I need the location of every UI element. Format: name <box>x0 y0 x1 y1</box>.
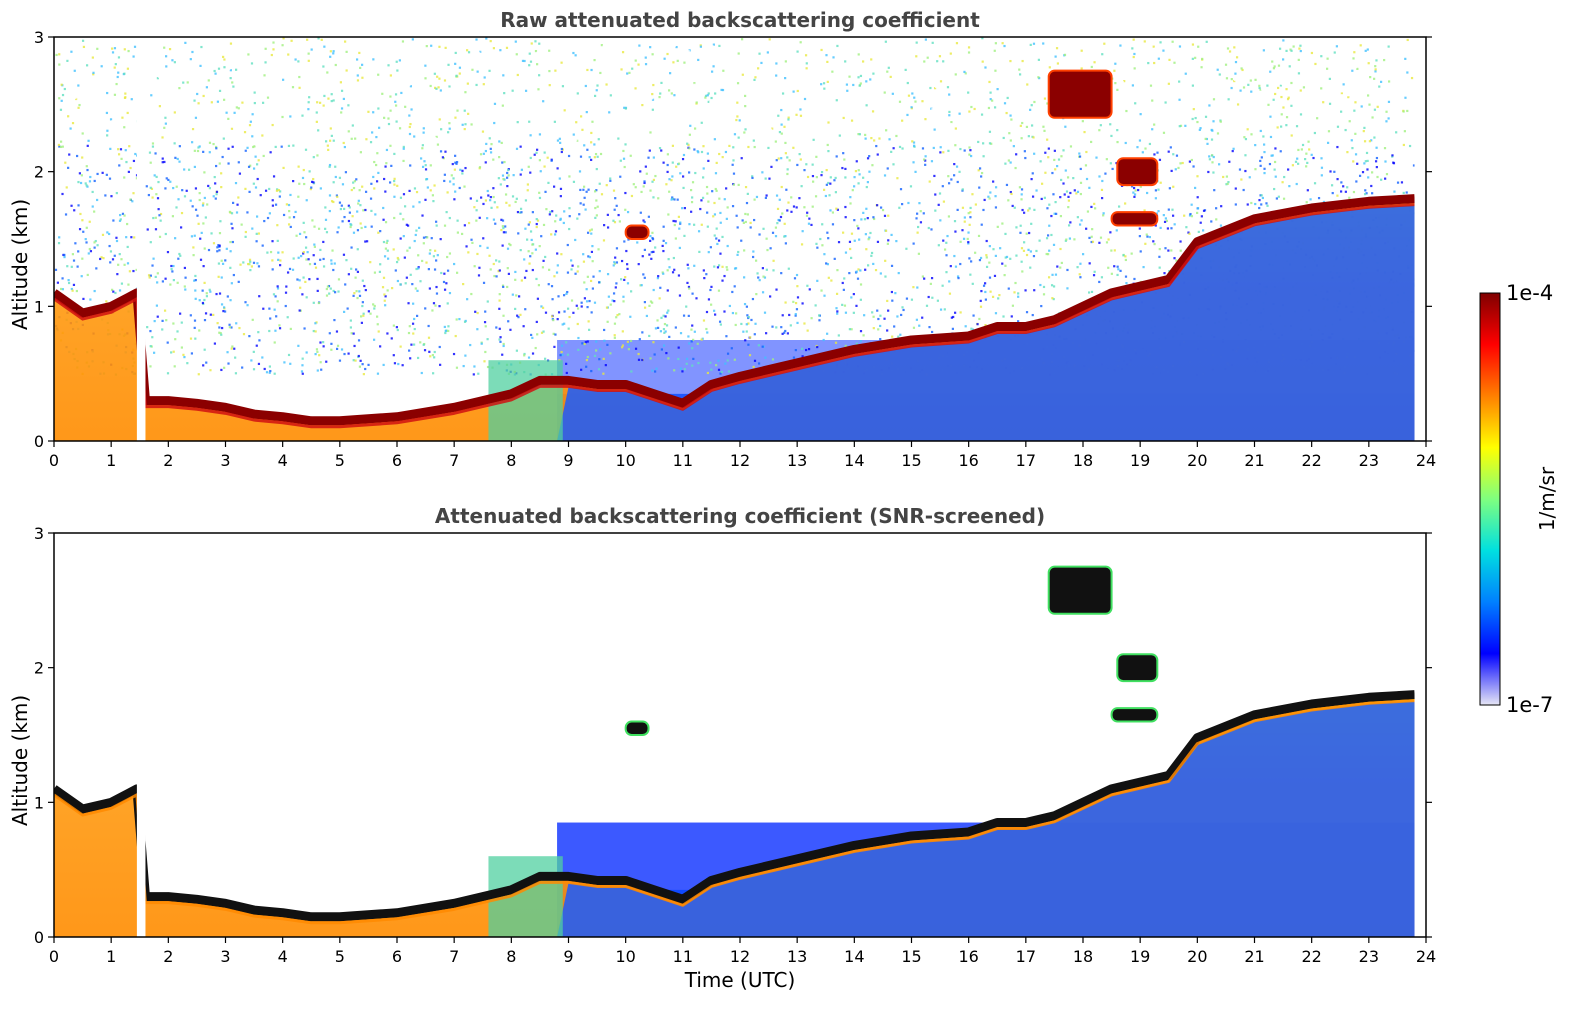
bottom-x-tick-label: 3 <box>220 947 230 966</box>
bottom-x-tick-label: 0 <box>49 947 59 966</box>
top-x-tick-label: 16 <box>958 451 978 470</box>
bottom-x-tick-label: 12 <box>730 947 750 966</box>
top-x-tick-label: 3 <box>220 451 230 470</box>
top-daytime-mixing-layer <box>557 205 1415 441</box>
bottom-x-tick-label: 9 <box>563 947 573 966</box>
top-x-tick-label: 15 <box>901 451 921 470</box>
bottom-x-tick-label: 5 <box>335 947 345 966</box>
top-x-tick-label: 10 <box>615 451 635 470</box>
colorbar-max-label: 1e-4 <box>1506 281 1554 305</box>
bottom-x-tick-label: 4 <box>278 947 288 966</box>
top-no-data-region <box>1414 37 1426 441</box>
top-x-tick-label: 5 <box>335 451 345 470</box>
bottom-panel-title: Attenuated backscattering coefficient (S… <box>434 504 1046 528</box>
top-data-gap <box>136 37 146 441</box>
colorbar-units-label: 1/m/sr <box>1535 466 1559 532</box>
top-x-tick-label: 20 <box>1187 451 1207 470</box>
top-y-tick-label: 0 <box>34 432 44 451</box>
top-x-tick-label: 2 <box>163 451 173 470</box>
bottom-x-tick-label: 11 <box>673 947 693 966</box>
x-axis-label: Time (UTC) <box>684 968 796 992</box>
top-y-tick-label: 3 <box>34 28 44 47</box>
bottom-cloud-feature <box>1110 707 1159 723</box>
bottom-x-tick-label: 19 <box>1130 947 1150 966</box>
top-x-tick-label: 21 <box>1244 451 1264 470</box>
bottom-x-tick-label: 7 <box>449 947 459 966</box>
bottom-x-tick-label: 21 <box>1244 947 1264 966</box>
top-x-tick-label: 19 <box>1130 451 1150 470</box>
top-y-tick-label: 2 <box>34 163 44 182</box>
bottom-x-tick-label: 18 <box>1073 947 1093 966</box>
colorbar-min-label: 1e-7 <box>1506 693 1554 717</box>
bottom-y-tick-label: 1 <box>34 793 44 812</box>
top-x-tick-label: 12 <box>730 451 750 470</box>
bottom-x-tick-label: 2 <box>163 947 173 966</box>
top-panel-title: Raw attenuated backscattering coefficien… <box>500 8 980 32</box>
top-boundary-layer-top <box>54 194 1415 426</box>
bottom-y-tick-label: 0 <box>34 928 44 947</box>
bottom-no-data-region <box>1414 533 1426 937</box>
top-x-tick-label: 9 <box>563 451 573 470</box>
top-x-tick-label: 7 <box>449 451 459 470</box>
bottom-x-tick-label: 16 <box>958 947 978 966</box>
bottom-x-tick-label: 1 <box>106 947 116 966</box>
bottom-x-tick-label: 8 <box>506 947 516 966</box>
bottom-x-tick-label: 14 <box>844 947 864 966</box>
colorbar-gradient <box>1479 292 1501 706</box>
bottom-x-tick-label: 24 <box>1416 947 1436 966</box>
bottom-x-tick-label: 22 <box>1301 947 1321 966</box>
bottom-cloud-feature <box>1116 653 1159 683</box>
top-x-tick-label: 17 <box>1016 451 1036 470</box>
bottom-x-tick-label: 23 <box>1359 947 1379 966</box>
bottom-x-tick-label: 13 <box>787 947 807 966</box>
top-x-tick-label: 18 <box>1073 451 1093 470</box>
bottom-data-gap <box>136 533 146 937</box>
top-cloud-feature <box>1047 69 1113 119</box>
top-heatmap-panel: 0 1 2 3 4 5 6 7 8 9 10 11 12 13 14 15 16 17 18 19 20 21 22 23 24… <box>34 28 1436 470</box>
top-cloud-feature <box>1116 157 1159 187</box>
bottom-daytime-mixing-layer <box>557 701 1415 937</box>
bottom-x-tick-label: 6 <box>392 947 402 966</box>
bottom-x-tick-label: 20 <box>1187 947 1207 966</box>
top-x-tick-label: 6 <box>392 451 402 470</box>
top-x-tick-label: 13 <box>787 451 807 470</box>
bottom-x-tick-label: 10 <box>615 947 635 966</box>
top-x-tick-label: 0 <box>49 451 59 470</box>
bottom-x-tick-label: 17 <box>1016 947 1036 966</box>
top-x-tick-label: 4 <box>278 451 288 470</box>
bottom-cloud-feature <box>1047 565 1113 615</box>
bottom-y-tick-label: 3 <box>34 524 44 543</box>
bottom-cloud-feature <box>624 720 650 736</box>
top-x-tick-label: 14 <box>844 451 864 470</box>
top-x-tick-label: 11 <box>673 451 693 470</box>
top-x-tick-label: 8 <box>506 451 516 470</box>
top-y-tick-label: 1 <box>34 297 44 316</box>
top-cloud-feature <box>1110 211 1159 227</box>
bottom-boundary-layer-top <box>54 690 1415 922</box>
colorbar <box>1479 292 1501 706</box>
bottom-heatmap-panel: 0 1 2 3 4 5 6 7 8 9 10 11 12 13 14 15 16 17 18 19 20 21 22 23 24… <box>34 524 1436 966</box>
bottom-y-tick-label: 2 <box>34 659 44 678</box>
top-cloud-feature <box>624 224 650 241</box>
top-x-tick-label: 23 <box>1359 451 1379 470</box>
top-x-tick-label: 22 <box>1301 451 1321 470</box>
top-x-tick-label: 1 <box>106 451 116 470</box>
top-x-tick-label: 24 <box>1416 451 1436 470</box>
bottom-x-tick-label: 15 <box>901 947 921 966</box>
